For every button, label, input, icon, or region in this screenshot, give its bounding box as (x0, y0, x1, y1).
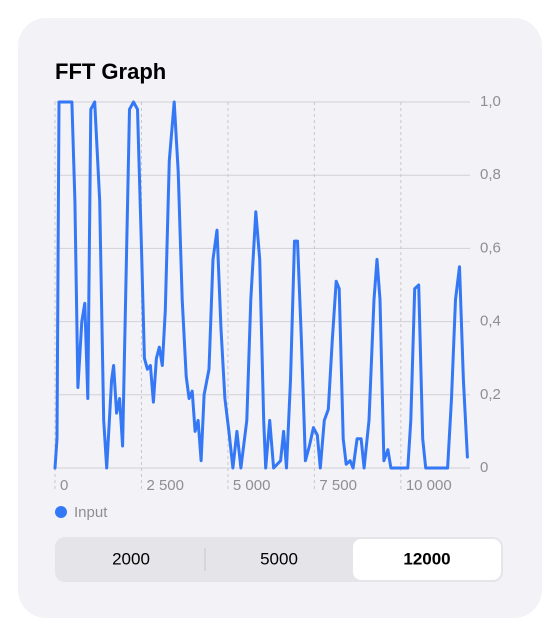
segment-label[interactable]: 2000 (112, 549, 150, 568)
x-tick-label: 0 (60, 477, 68, 494)
legend-marker (55, 506, 67, 518)
y-tick-label: 0,6 (480, 239, 501, 256)
x-tick-label: 10 000 (406, 477, 452, 494)
x-tick-label: 2 500 (146, 477, 184, 494)
y-tick-label: 0 (480, 459, 488, 476)
chart-title: FFT Graph (55, 59, 166, 84)
card (18, 18, 542, 618)
y-tick-label: 0,8 (480, 166, 501, 183)
segment-selected[interactable] (353, 539, 501, 580)
segment-label[interactable]: 5000 (260, 549, 298, 568)
x-tick-label: 7 500 (319, 477, 357, 494)
segment-label[interactable]: 12000 (403, 549, 450, 568)
line-series (53, 100, 469, 470)
legend-label: Input (74, 504, 108, 521)
y-tick-label: 0,2 (480, 386, 501, 403)
x-tick-label: 5 000 (233, 477, 271, 494)
y-tick-label: 0,4 (480, 313, 501, 330)
y-tick-label: 1,0 (480, 93, 501, 110)
